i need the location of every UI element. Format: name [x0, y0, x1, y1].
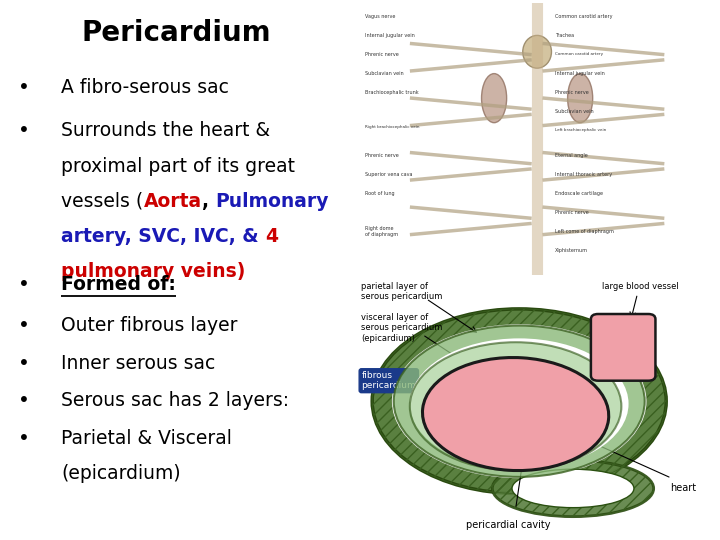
Text: Parietal & Visceral: Parietal & Visceral — [61, 429, 232, 448]
Ellipse shape — [410, 339, 629, 469]
Ellipse shape — [512, 469, 634, 508]
Text: A fibro-serous sac: A fibro-serous sac — [61, 78, 229, 97]
Text: vessels (: vessels ( — [61, 192, 143, 211]
Text: large b​lood vessel: large b​lood vessel — [602, 282, 678, 291]
Text: fibrous
pericardium: fibrous pericardium — [361, 371, 416, 390]
Text: Inner serous sac: Inner serous sac — [61, 354, 215, 373]
Text: Phrenic nerve: Phrenic nerve — [365, 52, 399, 57]
Ellipse shape — [394, 326, 644, 477]
Text: Common carotid artery: Common carotid artery — [555, 14, 613, 18]
Text: Endoscale cartilage: Endoscale cartilage — [555, 191, 603, 196]
Text: Left come of diaphragm: Left come of diaphragm — [555, 229, 614, 234]
Text: •: • — [18, 316, 30, 335]
Text: Trachea: Trachea — [555, 33, 574, 38]
Text: Left brachiocephalic vein: Left brachiocephalic vein — [555, 128, 606, 132]
Text: Xiphisternum: Xiphisternum — [555, 248, 588, 253]
Text: Serous sac has 2 layers:: Serous sac has 2 layers: — [61, 392, 289, 410]
Text: •: • — [18, 122, 30, 140]
Ellipse shape — [372, 309, 666, 494]
Ellipse shape — [410, 342, 621, 470]
Text: Phrenic nerve: Phrenic nerve — [555, 90, 589, 95]
Text: Root of lung: Root of lung — [365, 191, 395, 196]
Text: artery, SVC, IVC, &: artery, SVC, IVC, & — [61, 227, 266, 246]
Text: parietal layer of
serous pericardium: parietal layer of serous pericardium — [361, 282, 443, 301]
Text: Common carotid artery: Common carotid artery — [555, 52, 603, 56]
Text: Right dome
of diaphragm: Right dome of diaphragm — [365, 226, 398, 237]
Text: Internal jugular vein: Internal jugular vein — [555, 71, 605, 76]
Text: Subclavian vein: Subclavian vein — [365, 71, 404, 76]
Text: Formed of:: Formed of: — [61, 275, 176, 294]
Text: ,: , — [202, 192, 215, 211]
Text: Aorta: Aorta — [143, 192, 202, 211]
Text: pericardial cavity: pericardial cavity — [466, 521, 551, 530]
Text: Surrounds the heart &: Surrounds the heart & — [61, 122, 276, 140]
Text: Brachiocephalic trunk: Brachiocephalic trunk — [365, 90, 418, 95]
Ellipse shape — [482, 73, 507, 123]
Text: Phrenic nerve: Phrenic nerve — [365, 153, 399, 158]
Text: Internal jugular vein: Internal jugular vein — [365, 33, 415, 38]
Text: pulmonary veins): pulmonary veins) — [61, 262, 246, 281]
Text: Right brachiocephalic vein: Right brachiocephalic vein — [365, 125, 420, 130]
Text: Phrenic nerve: Phrenic nerve — [555, 210, 589, 215]
Text: •: • — [18, 275, 30, 294]
Text: •: • — [18, 429, 30, 448]
Text: 4: 4 — [266, 227, 279, 246]
Text: Subclavian vein: Subclavian vein — [555, 109, 594, 114]
Text: Pulmonary: Pulmonary — [215, 192, 328, 211]
Text: (epicardium): (epicardium) — [61, 464, 181, 483]
Text: •: • — [18, 78, 30, 97]
Text: Outer fibrous layer: Outer fibrous layer — [61, 316, 238, 335]
Ellipse shape — [567, 73, 593, 123]
Text: proximal part of its great: proximal part of its great — [61, 157, 295, 176]
Text: visceral layer of
serous pericardium
(epicardium): visceral layer of serous pericardium (ep… — [361, 313, 443, 342]
Ellipse shape — [392, 324, 647, 478]
Text: Superior vena cava: Superior vena cava — [365, 172, 413, 177]
FancyBboxPatch shape — [591, 314, 655, 381]
Text: Eternal angle: Eternal angle — [555, 153, 588, 158]
Text: Pericardium: Pericardium — [81, 19, 271, 47]
Ellipse shape — [492, 460, 654, 517]
Text: •: • — [18, 392, 30, 410]
Text: Vagus nerve: Vagus nerve — [365, 14, 395, 18]
Text: •: • — [18, 354, 30, 373]
Text: heart: heart — [670, 483, 696, 494]
Text: Internal thoracic artery: Internal thoracic artery — [555, 172, 612, 177]
Ellipse shape — [423, 357, 608, 470]
Ellipse shape — [523, 36, 552, 68]
